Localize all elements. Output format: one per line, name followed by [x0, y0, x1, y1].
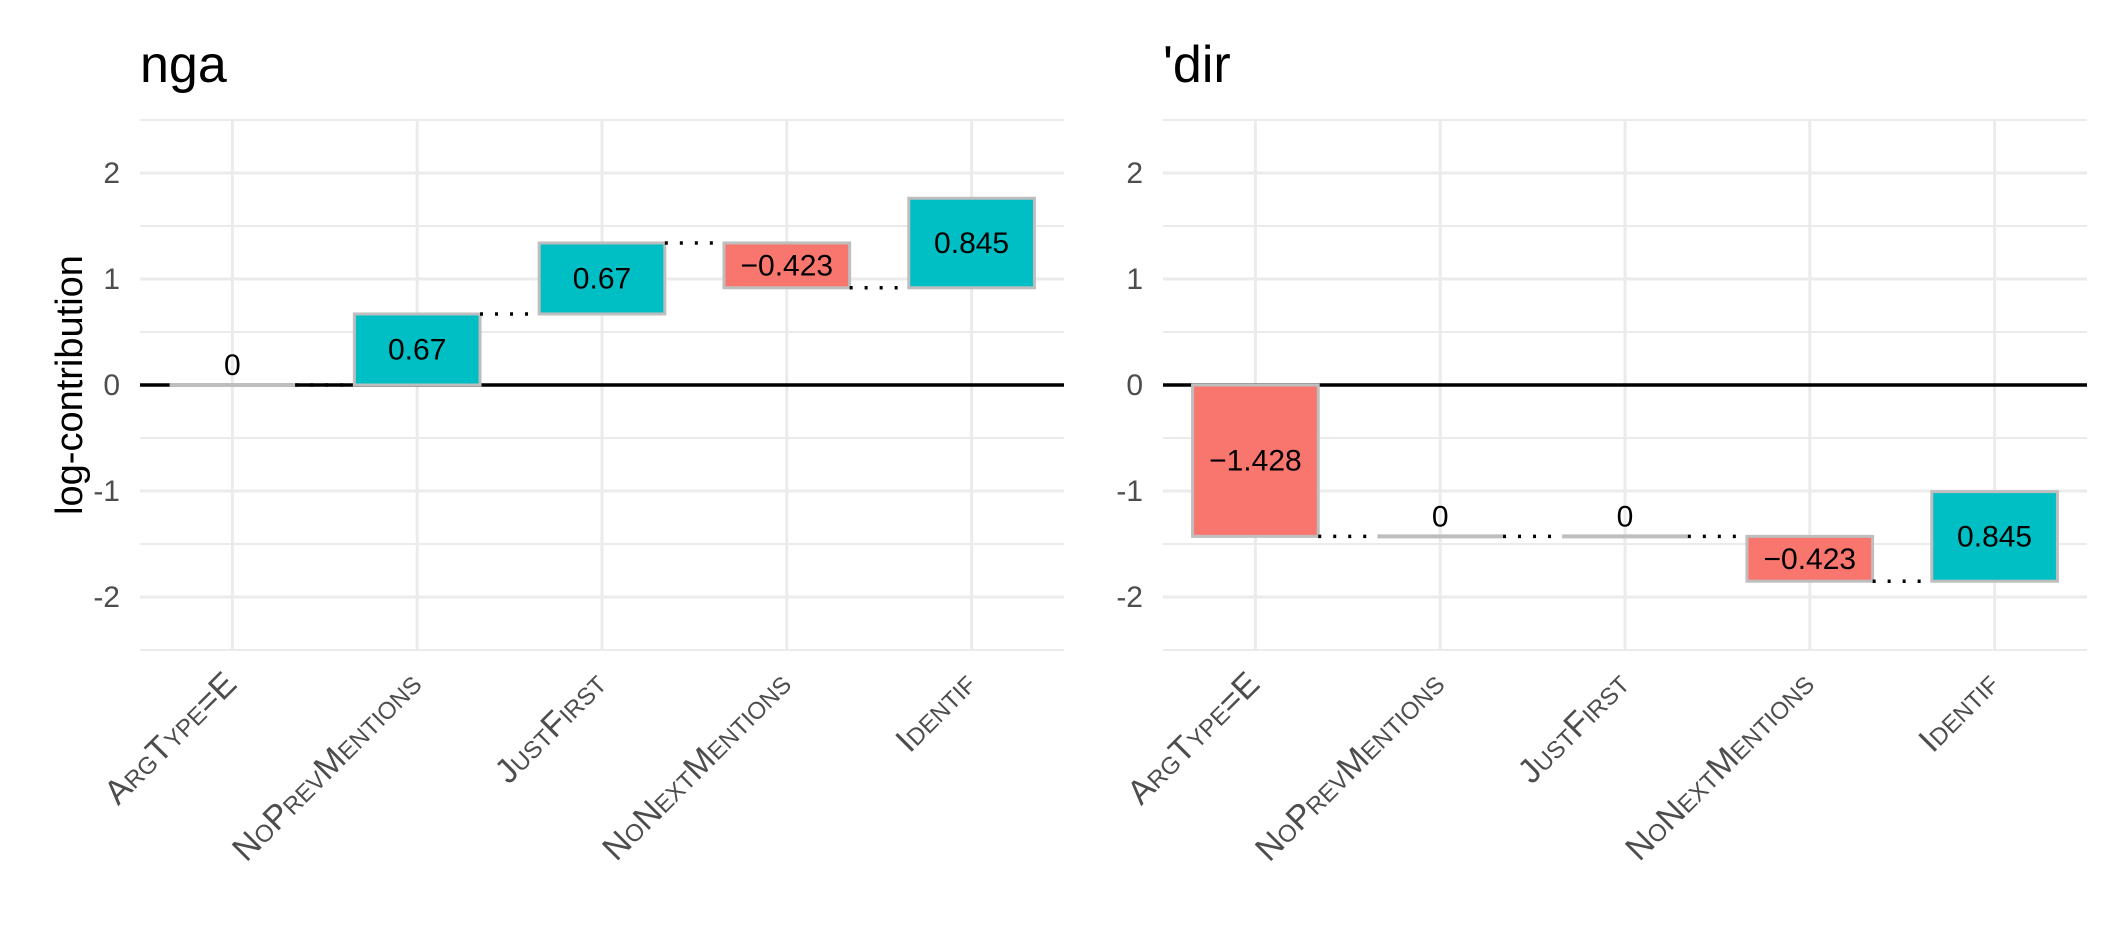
bar-identif [907, 196, 1036, 290]
bar-value-label: 0.67 [573, 262, 631, 295]
x-tick-label: NoNextMentions [595, 665, 798, 868]
x-tick-label: Identif [888, 665, 983, 760]
bar-value-label: 0.845 [934, 227, 1009, 260]
y-tick-label: 2 [1126, 157, 1143, 190]
x-tick-label: Identif [1911, 665, 2006, 760]
bar-value-label: −0.423 [1764, 543, 1857, 576]
y-tick-label: 1 [1126, 263, 1143, 296]
x-tick-label: NoPrevMentions [1248, 665, 1452, 869]
bar-value-label: −1.428 [1209, 445, 1302, 478]
x-tick-label: JustFirst [487, 665, 613, 791]
x-tick-label: JustFirst [1510, 665, 1636, 791]
y-tick-label: 0 [103, 369, 120, 402]
y-tick-label: 0 [1126, 369, 1143, 402]
bar-value-label: 0.845 [1957, 520, 2032, 553]
panel-title: nga [140, 36, 227, 94]
y-tick-label: -1 [1116, 475, 1143, 508]
bar-justfirst [537, 241, 667, 316]
bar-value-label: 0.67 [388, 333, 446, 366]
bar-value-label: −0.423 [741, 249, 834, 282]
x-tick-label: ArgType=E [1120, 665, 1267, 812]
panel-title: 'dir [1163, 36, 1231, 94]
x-tick-label: NoNextMentions [1618, 665, 1821, 868]
bar-nonextmentions [722, 241, 852, 290]
y-tick-label: 2 [103, 157, 120, 190]
bar-value-label: 0 [224, 349, 241, 382]
y-tick-label: -1 [93, 475, 120, 508]
bar-noprevmentions [352, 312, 482, 387]
y-tick-label: -2 [93, 581, 120, 614]
x-tick-label: NoPrevMentions [225, 665, 429, 869]
bar-identif [1930, 490, 2059, 583]
bar-value-label: 0 [1432, 500, 1449, 533]
x-tick-label: ArgType=E [97, 665, 244, 812]
bar-argtype-e [1191, 383, 1320, 538]
y-tick-label: 1 [103, 263, 120, 296]
y-axis-label: log-contribution [49, 255, 91, 515]
y-tick-label: -2 [1116, 581, 1143, 614]
bar-nonextmentions [1745, 534, 1875, 583]
bar-value-label: 0 [1617, 500, 1634, 533]
